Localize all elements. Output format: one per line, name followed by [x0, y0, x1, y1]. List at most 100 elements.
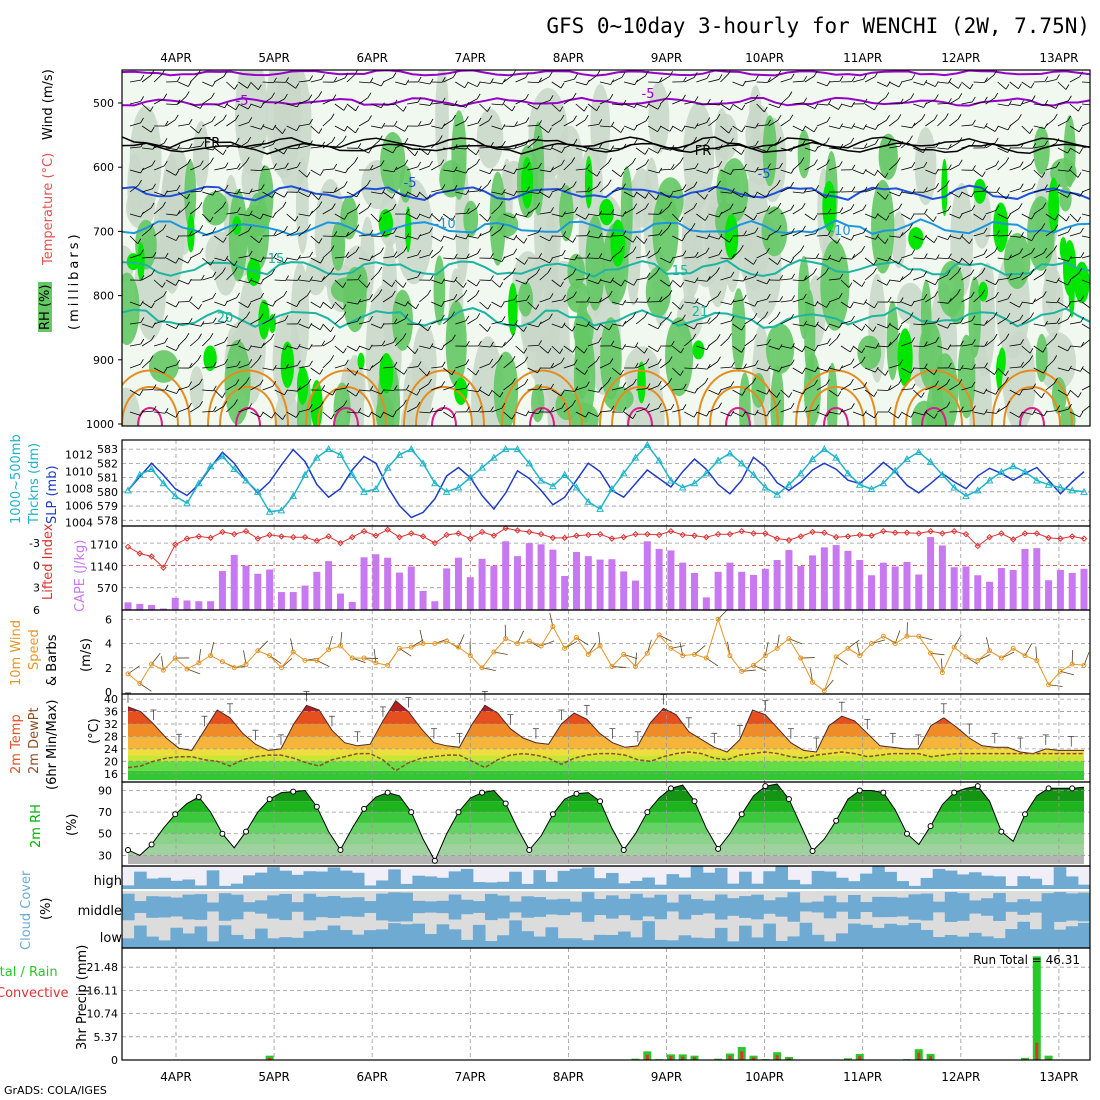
wind-barb: [744, 301, 755, 307]
wind-barb: [503, 253, 514, 259]
wind-barb-flag: [438, 135, 443, 141]
wind10-point: [526, 638, 532, 644]
wind-barb: [1045, 382, 1055, 391]
wind-barb-flag: [1019, 161, 1024, 167]
wind-barb: [370, 165, 382, 171]
cloud-mid-bar: [255, 900, 268, 914]
rh-high-area: [137, 242, 145, 282]
cloud-low-bar: [339, 930, 353, 948]
wind-barb: [1009, 411, 1020, 418]
wind-barb: [262, 168, 274, 171]
wind-barb: [901, 367, 912, 374]
rh-band: [128, 844, 1084, 856]
wind-barb-flag: [391, 193, 396, 199]
cloud-mid-bar: [606, 895, 619, 919]
cloud-low-bar: [170, 927, 183, 948]
wind-barb-flag: [489, 358, 494, 365]
wind-barb-flag: [212, 189, 217, 196]
wind-barb: [732, 81, 743, 87]
wind-barb: [214, 147, 224, 155]
cloud-mid-bar: [848, 894, 861, 920]
wind-barb-flag: [247, 302, 252, 308]
wind-barb: [961, 101, 973, 105]
rh2m-point: [361, 805, 368, 812]
wind-barb: [985, 367, 995, 375]
wind-barb: [226, 191, 238, 195]
wind-barb-flag: [1078, 268, 1083, 274]
wind-barb: [527, 367, 538, 374]
wind-barb-flag: [368, 115, 372, 121]
rh-high-area: [599, 198, 615, 226]
wind-barb: [684, 323, 695, 330]
wind10-point: [703, 655, 709, 661]
thick-tick: 583: [97, 443, 118, 456]
wind-barb: [214, 167, 226, 171]
wind-barb: [684, 207, 694, 215]
wind10-point: [1081, 662, 1087, 668]
wind-barb-flag: [345, 359, 349, 366]
thickness-point: [537, 476, 545, 484]
wind-barb-flag: [162, 201, 166, 208]
wind-barb-flag: [658, 403, 662, 409]
wind-barb-flag: [645, 70, 649, 77]
wind-barb: [925, 187, 936, 193]
wind-barb-flag: [330, 113, 335, 119]
wind-barb: [1021, 360, 1030, 369]
wind-tick: 0: [105, 686, 112, 699]
wind-barb: [575, 147, 587, 152]
wind-barb: [672, 147, 684, 151]
wind-barb-flag: [318, 128, 323, 134]
wind-barb: [1033, 103, 1045, 106]
wind-barb: [431, 409, 443, 413]
wind-barb: [780, 209, 792, 215]
wind-barb-flag: [836, 238, 841, 244]
wind-barb: [250, 345, 262, 349]
wind-barb: [792, 102, 804, 105]
wind-barb: [563, 257, 575, 261]
wind-barb-flag: [766, 293, 771, 300]
wind-barb: [178, 279, 189, 285]
wind-barb: [768, 103, 780, 109]
wind-barb: [792, 389, 804, 395]
cloud-mid-bar: [412, 900, 425, 914]
wind-barb: [419, 411, 431, 414]
wind-barb-flag: [549, 257, 553, 264]
rh2m-point: [620, 846, 627, 853]
wind-barb: [334, 364, 346, 369]
wind-barb-flag: [523, 326, 527, 332]
wind-barb-flag: [295, 83, 300, 89]
wind-barb: [828, 411, 840, 415]
wind-barb: [431, 102, 443, 105]
wind-barb-flag: [257, 354, 262, 361]
wind-barb-flag: [235, 137, 240, 144]
thickness-point: [584, 497, 593, 505]
wind-barb-flag: [164, 315, 168, 321]
wind-barb-flag: [296, 226, 301, 232]
wind-barb-flag: [1054, 377, 1058, 384]
rh-tick: 30: [98, 849, 112, 862]
cloud-low-bar: [146, 936, 159, 948]
wind-barb: [539, 235, 550, 242]
wind-barb: [780, 96, 790, 105]
wind-barb: [274, 320, 286, 325]
wind-barb-flag: [874, 104, 878, 111]
wind-barb: [443, 169, 455, 173]
wind-barb-flag: [875, 183, 879, 189]
wind-barb: [587, 389, 599, 393]
wind-barb: [864, 235, 876, 240]
thickness-point: [737, 459, 746, 467]
wind-barb-flag: [236, 207, 241, 213]
wind-barb: [901, 411, 912, 418]
wind-barb: [1069, 256, 1081, 259]
rh-high-area: [379, 352, 394, 394]
wind-barb-flag: [583, 348, 588, 354]
wind-barb: [358, 345, 370, 351]
wind-barb: [394, 142, 406, 149]
wind-barb-flag: [537, 367, 541, 373]
wind-barb-flag: [633, 280, 638, 286]
wind-barb: [431, 250, 441, 259]
wind-barb: [431, 235, 442, 242]
wind-barb-flag: [620, 369, 624, 376]
wind-barb: [696, 78, 707, 83]
wind-barb: [563, 323, 573, 332]
